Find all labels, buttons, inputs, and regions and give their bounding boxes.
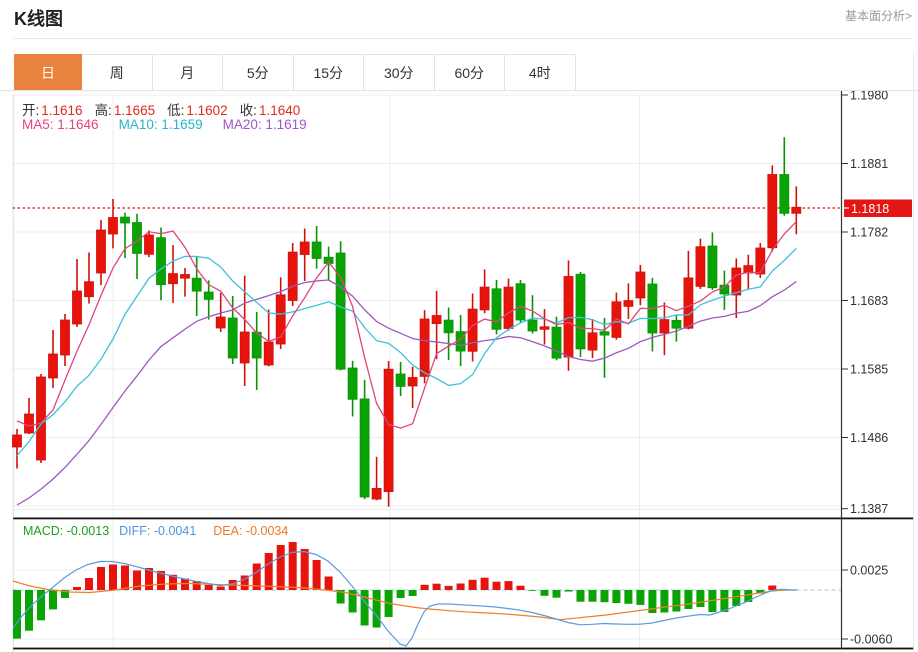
svg-text:1.1881: 1.1881 [850,157,888,171]
svg-text:1.1585: 1.1585 [850,363,888,377]
svg-text:1.1818: 1.1818 [851,202,889,216]
svg-text:0.0025: 0.0025 [850,564,888,578]
svg-text:1.1683: 1.1683 [850,294,888,308]
svg-text:-0.0060: -0.0060 [850,633,892,647]
svg-text:1.1980: 1.1980 [850,89,888,103]
svg-text:1.1486: 1.1486 [850,431,888,445]
svg-text:1.1387: 1.1387 [850,502,888,516]
svg-text:1.1782: 1.1782 [850,226,888,240]
